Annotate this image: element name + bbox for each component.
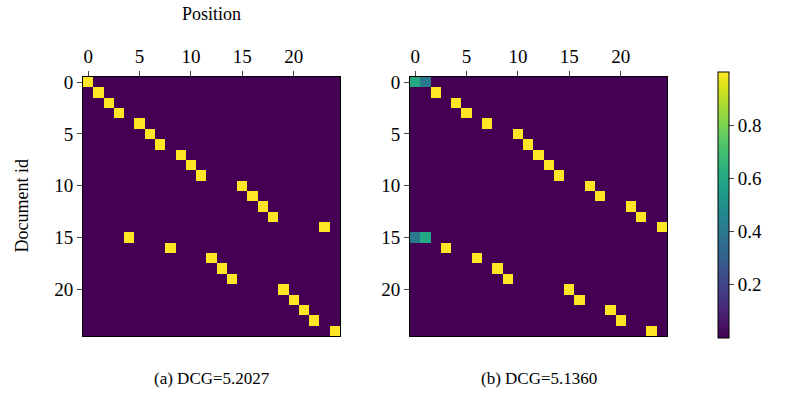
svg-text:15: 15 [560,46,579,67]
svg-text:(b) DCG=5.1360: (b) DCG=5.1360 [481,369,597,388]
svg-text:0: 0 [64,72,74,93]
svg-text:0.8: 0.8 [738,115,762,136]
svg-text:0: 0 [391,72,401,93]
svg-text:10: 10 [54,175,73,196]
svg-text:0: 0 [83,46,93,67]
svg-text:10: 10 [508,46,527,67]
svg-text:0: 0 [410,46,420,67]
svg-text:(a) DCG=5.2027: (a) DCG=5.2027 [154,369,270,388]
svg-text:15: 15 [381,227,400,248]
svg-text:10: 10 [181,46,200,67]
svg-text:0.2: 0.2 [738,274,762,295]
svg-text:5: 5 [391,124,401,145]
svg-text:20: 20 [611,46,630,67]
svg-text:10: 10 [381,175,400,196]
svg-text:5: 5 [135,46,145,67]
svg-text:15: 15 [233,46,252,67]
svg-text:20: 20 [54,279,73,300]
svg-text:20: 20 [284,46,303,67]
svg-text:5: 5 [462,46,472,67]
svg-text:0.4: 0.4 [738,221,762,242]
svg-text:0.6: 0.6 [738,168,762,189]
svg-text:Position: Position [182,4,241,24]
svg-text:5: 5 [64,124,74,145]
svg-text:Document id: Document id [12,159,32,252]
svg-text:20: 20 [381,279,400,300]
svg-text:15: 15 [54,227,73,248]
